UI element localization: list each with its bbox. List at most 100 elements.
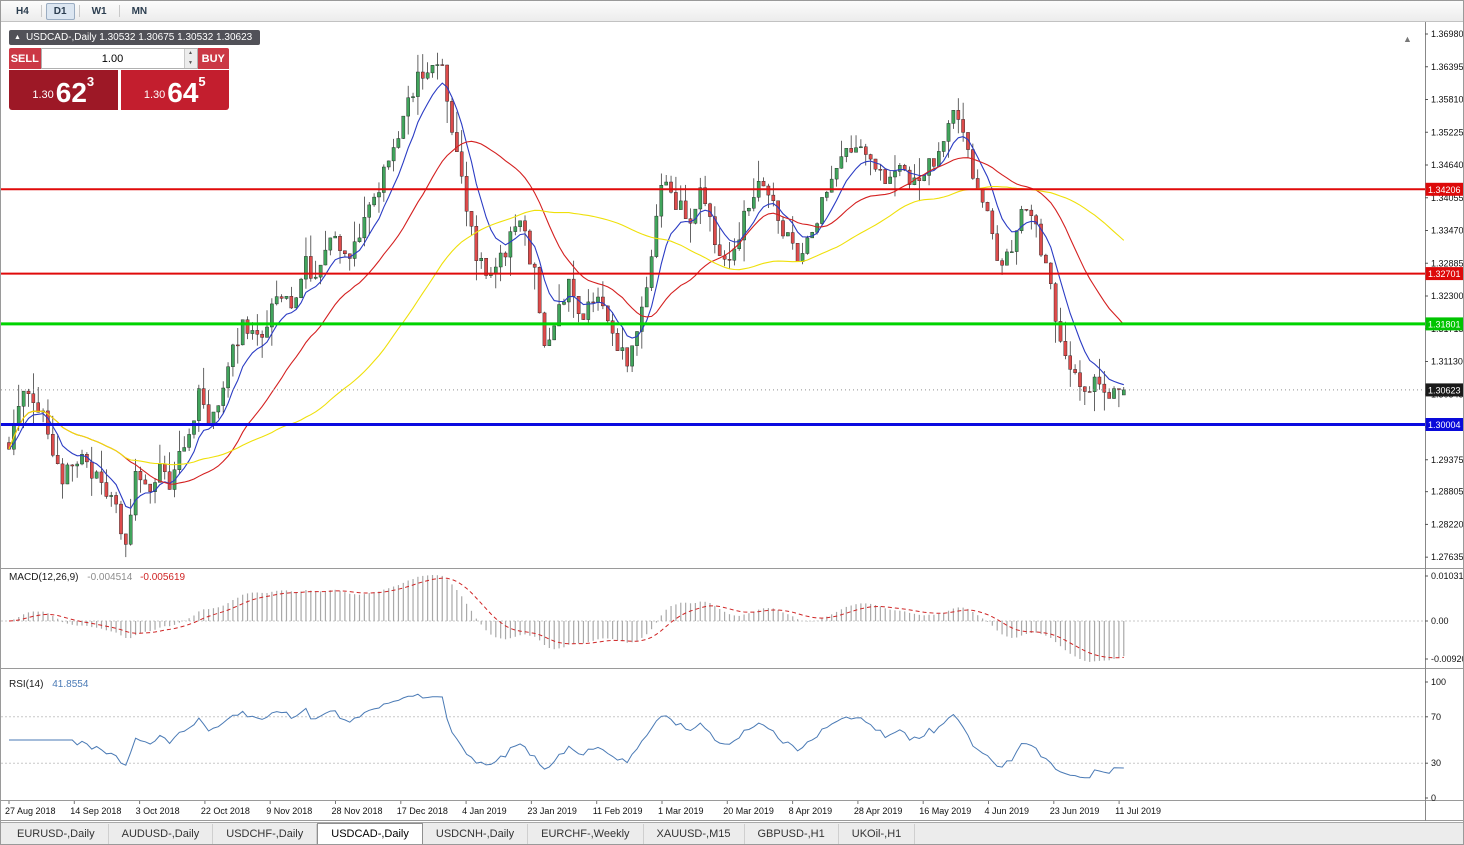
svg-text:1.30004: 1.30004	[1428, 420, 1461, 430]
chart-title-bar[interactable]: ▲ USDCAD-,Daily 1.30532 1.30675 1.30532 1…	[9, 30, 261, 45]
macd-main-value: -0.004514	[87, 572, 133, 583]
rsi-indicator-label: RSI(14) 41.8554	[9, 679, 88, 690]
sell-price-prefix: 1.30	[32, 89, 54, 101]
date-axis-label: 4 Jun 2019	[985, 806, 1030, 816]
volume-down-button[interactable]: ▼	[184, 58, 197, 68]
date-axis-label: 23 Jun 2019	[1050, 806, 1100, 816]
chart-tab-ukoil-h1[interactable]: UKOil-,H1	[839, 824, 916, 844]
date-axis-label: 28 Apr 2019	[854, 806, 903, 816]
price-axis-label: 1.31130	[1431, 357, 1463, 367]
price-tag-current-bid: 1.30623	[1425, 383, 1463, 397]
date-axis-label: 22 Oct 2018	[201, 806, 250, 816]
price-axis-label: 1.35810	[1431, 95, 1464, 105]
rsi-value: 41.8554	[52, 679, 89, 690]
price-tag-resistance-lower: 1.32701	[1425, 267, 1463, 281]
date-axis-label: 28 Nov 2018	[332, 806, 383, 816]
price-tag-resistance-upper: 1.34206	[1425, 182, 1463, 196]
price-tag-support-blue: 1.30004	[1425, 418, 1463, 431]
macd-name: MACD(12,26,9)	[9, 572, 79, 583]
chart-tab-eurusd-daily[interactable]: EURUSD-,Daily	[4, 824, 109, 844]
price-axis-label: 1.36980	[1431, 29, 1464, 39]
sell-price-pipette: 3	[86, 74, 95, 89]
svg-text:1.32701: 1.32701	[1428, 269, 1461, 279]
svg-text:1.31801: 1.31801	[1428, 319, 1461, 329]
date-axis-label: 27 Aug 2018	[5, 806, 56, 816]
chart-tab-xauusd-m15[interactable]: XAUUSD-,M15	[644, 824, 745, 844]
rsi-axis-label: 70	[1431, 712, 1441, 722]
buy-price-display[interactable]: 1.30 64 5	[120, 70, 229, 110]
price-axis-label: 1.32300	[1431, 291, 1464, 301]
price-axis-label: 1.36395	[1431, 62, 1464, 72]
timeframe-d1-button[interactable]: D1	[45, 2, 75, 20]
rsi-line	[9, 693, 1124, 779]
moving-average-55	[8, 186, 1125, 466]
date-axis-label: 16 May 2019	[919, 806, 971, 816]
toolbar-separator	[118, 5, 120, 17]
chart-tab-usdchf-daily[interactable]: USDCHF-,Daily	[213, 824, 318, 844]
volume-field: ▲ ▼	[40, 48, 198, 69]
collapse-panel-icon[interactable]: ▲	[14, 34, 21, 41]
chart-tab-usdcad-daily[interactable]: USDCAD-,Daily	[317, 823, 423, 844]
date-axis-label: 11 Jul 2019	[1115, 806, 1161, 816]
price-axis-label: 1.29375	[1431, 455, 1464, 465]
price-axis-label: 1.27635	[1431, 552, 1464, 562]
timeframe-w1-button[interactable]: W1	[84, 3, 115, 20]
sell-button[interactable]: SELL	[9, 48, 41, 69]
buy-button[interactable]: BUY	[197, 48, 229, 69]
rsi-axis-label: 100	[1431, 677, 1446, 687]
date-axis-label: 11 Feb 2019	[593, 806, 643, 816]
rsi-panel	[1, 693, 1425, 779]
toolbar-separator	[40, 5, 42, 17]
chart-tab-bar: EURUSD-,Daily AUDUSD-,Daily USDCHF-,Daily U…	[1, 822, 1463, 844]
one-click-trade-panel: SELL ▲ ▼ BUY 1.30 62 3 1.30 64 5	[9, 48, 229, 110]
price-axis-label: 1.28805	[1431, 487, 1464, 497]
chart-tab-audusd-daily[interactable]: AUDUSD-,Daily	[109, 824, 214, 844]
chart-background	[1, 22, 1463, 821]
macd-axis-label: -0.009203	[1431, 654, 1464, 664]
price-axis-label: 1.35225	[1431, 127, 1464, 137]
date-axis-label: 14 Sep 2018	[70, 806, 121, 816]
timeframe-toolbar: H4 D1 W1 MN	[1, 1, 1463, 22]
macd-axis-label: 0.00	[1431, 616, 1449, 626]
chart-tab-eurchf-weekly[interactable]: EURCHF-,Weekly	[528, 824, 644, 844]
price-axis-label: 1.34055	[1431, 193, 1464, 203]
price-axis-label: 1.33470	[1431, 226, 1464, 236]
chart-tab-gbpusd-h1[interactable]: GBPUSD-,H1	[745, 824, 839, 844]
buy-price-pipette: 5	[198, 74, 206, 89]
buy-price-pips: 64	[167, 77, 199, 109]
date-axis-label: 8 Apr 2019	[789, 806, 833, 816]
macd-signal-value: -0.005619	[140, 572, 186, 583]
price-tag-support-green: 1.31801	[1425, 317, 1463, 331]
svg-text:1.30623: 1.30623	[1428, 385, 1461, 395]
date-axis-label: 23 Jan 2019	[527, 806, 577, 816]
main-price-panel[interactable]	[7, 52, 1126, 558]
sell-price-pips: 62	[55, 77, 87, 109]
moving-average-24	[8, 140, 1125, 485]
date-axis-label: 17 Dec 2018	[397, 806, 448, 816]
macd-signal-line	[8, 577, 1124, 659]
macd-panel	[1, 575, 1425, 662]
chart-shift-icon[interactable]: ▲	[1403, 34, 1412, 44]
svg-text:1.34206: 1.34206	[1428, 185, 1461, 195]
date-axis-label: 4 Jan 2019	[462, 806, 507, 816]
date-axis-label: 20 Mar 2019	[723, 806, 774, 816]
date-axis-label: 1 Mar 2019	[658, 806, 704, 816]
date-axis-label: 3 Oct 2018	[136, 806, 180, 816]
sell-price-display[interactable]: 1.30 62 3	[9, 70, 118, 110]
price-axis-label: 1.34640	[1431, 160, 1464, 170]
timeframe-mn-button[interactable]: MN	[124, 3, 156, 20]
buy-price-prefix: 1.30	[143, 89, 166, 101]
macd-axis-label: 0.010311	[1431, 571, 1464, 581]
volume-input[interactable]	[41, 49, 184, 68]
rsi-axis-label: 30	[1431, 758, 1441, 768]
timeframe-h4-button[interactable]: H4	[8, 3, 37, 20]
chart-ohlc-title: USDCAD-,Daily 1.30532 1.30675 1.30532 1.…	[25, 32, 253, 43]
chart-tab-usdcnh-daily[interactable]: USDCNH-,Daily	[423, 824, 529, 844]
toolbar-separator	[78, 5, 80, 17]
volume-up-button[interactable]: ▲	[184, 49, 197, 59]
price-axis-label: 1.32885	[1431, 258, 1464, 268]
macd-indicator-label: MACD(12,26,9) -0.004514 -0.005619	[9, 572, 185, 583]
rsi-name: RSI(14)	[9, 679, 44, 690]
